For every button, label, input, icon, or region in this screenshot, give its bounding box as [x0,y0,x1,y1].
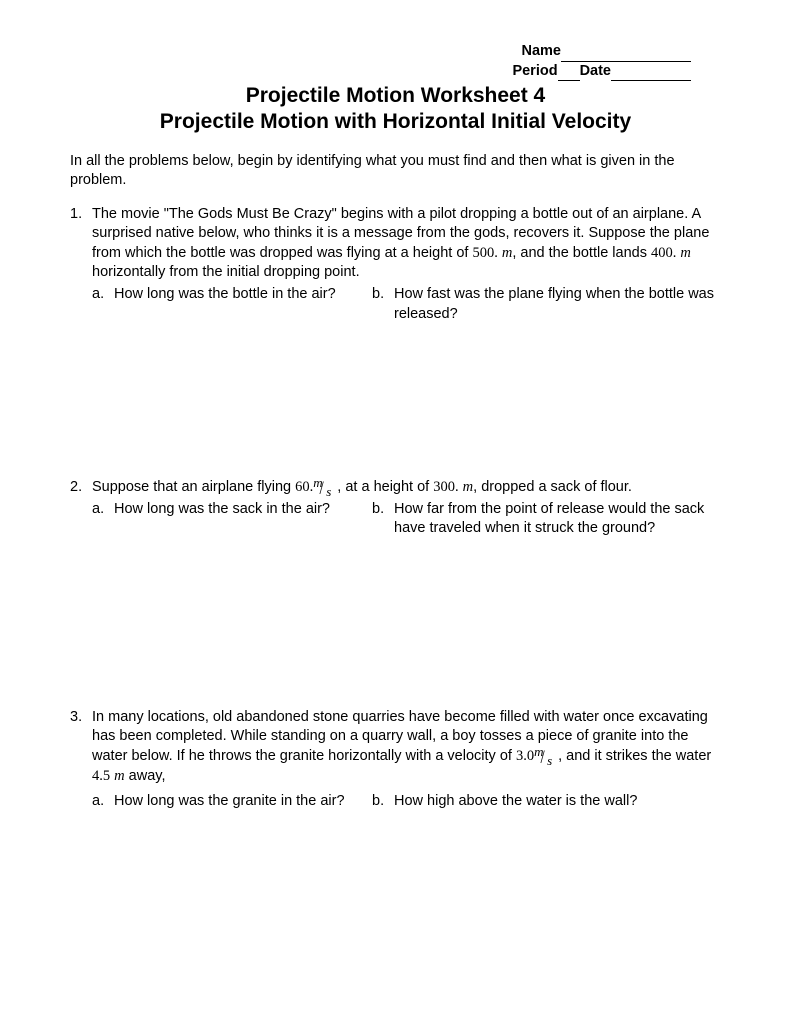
p2-subparts: a. How long was the sack in the air? b. … [92,500,721,539]
name-label: Name [522,43,562,59]
problem-text: In many locations, old abandoned stone q… [92,708,721,812]
p2-b-label: b. [372,500,394,539]
p2-pre: Suppose that an airplane flying [92,479,295,495]
p3-b-text: How high above the water is the wall? [394,792,721,812]
p3-part-a: a. How long was the granite in the air? [92,792,372,812]
worksheet-title: Projectile Motion Worksheet 4 Projectile… [70,83,721,136]
p2-mid1: , at a height of [333,479,433,495]
title-line2: Projectile Motion with Horizontal Initia… [70,109,721,135]
p1-a-label: a. [92,285,114,324]
p1-mid1: , and the bottle lands [512,245,651,261]
p3-val1: 3.0 [516,748,534,764]
workspace-2 [70,553,721,708]
p3-post: away, [125,768,166,784]
p2-a-label: a. [92,500,114,539]
problem-3: 3. In many locations, old abandoned ston… [70,708,721,812]
p1-part-a: a. How long was the bottle in the air? [92,285,372,324]
p1-val2: 400. [651,245,676,261]
unit-ms-icon: m/s [534,748,554,764]
p2-val2: 300. [433,479,458,495]
p3-unit2: m [114,768,124,784]
period-label: Period [512,63,557,79]
p3-val2: 4.5 [92,768,110,784]
p2-post: , dropped a sack of flour. [473,479,632,495]
unit-ms-icon: m/s [313,479,333,495]
period-date-line: Period Date [70,62,691,82]
p1-unit1: m [502,245,512,261]
problem-number: 2. [70,478,92,539]
p3-subparts: a. How long was the granite in the air? … [92,792,721,812]
p1-unit2: m [680,245,690,261]
p2-unit2: m [463,479,473,495]
problem-2: 2. Suppose that an airplane flying 60.m/… [70,478,721,539]
p1-a-text: How long was the bottle in the air? [114,285,372,324]
workspace-1 [70,338,721,478]
p1-post: horizontally from the initial dropping p… [92,264,360,280]
date-blank[interactable] [611,80,691,81]
title-line1: Projectile Motion Worksheet 4 [70,83,721,109]
p3-a-label: a. [92,792,114,812]
p1-b-label: b. [372,285,394,324]
p2-part-a: a. How long was the sack in the air? [92,500,372,539]
p1-b-text: How fast was the plane flying when the b… [394,285,721,324]
p2-a-text: How long was the sack in the air? [114,500,372,539]
period-blank[interactable] [558,80,580,81]
p3-a-text: How long was the granite in the air? [114,792,372,812]
worksheet-page: Name Period Date Projectile Motion Worksh… [0,0,791,1024]
p2-val1: 60. [295,479,313,495]
name-line: Name [70,42,691,62]
p2-part-b: b. How far from the point of release wou… [372,500,721,539]
problem-number: 3. [70,708,92,812]
p3-b-label: b. [372,792,394,812]
p1-subparts: a. How long was the bottle in the air? b… [92,285,721,324]
date-label: Date [580,63,611,79]
p2-b-text: How far from the point of release would … [394,500,721,539]
p3-mid1: , and it strikes the water [554,748,711,764]
problem-text: Suppose that an airplane flying 60.m/s ,… [92,478,721,539]
header-fields: Name Period Date [70,42,691,81]
intro-text: In all the problems below, begin by iden… [70,152,721,191]
problem-number: 1. [70,205,92,324]
p1-part-b: b. How fast was the plane flying when th… [372,285,721,324]
p3-part-b: b. How high above the water is the wall? [372,792,721,812]
problem-1: 1. The movie "The Gods Must Be Crazy" be… [70,205,721,324]
problem-text: The movie "The Gods Must Be Crazy" begin… [92,205,721,324]
p1-val1: 500. [472,245,497,261]
